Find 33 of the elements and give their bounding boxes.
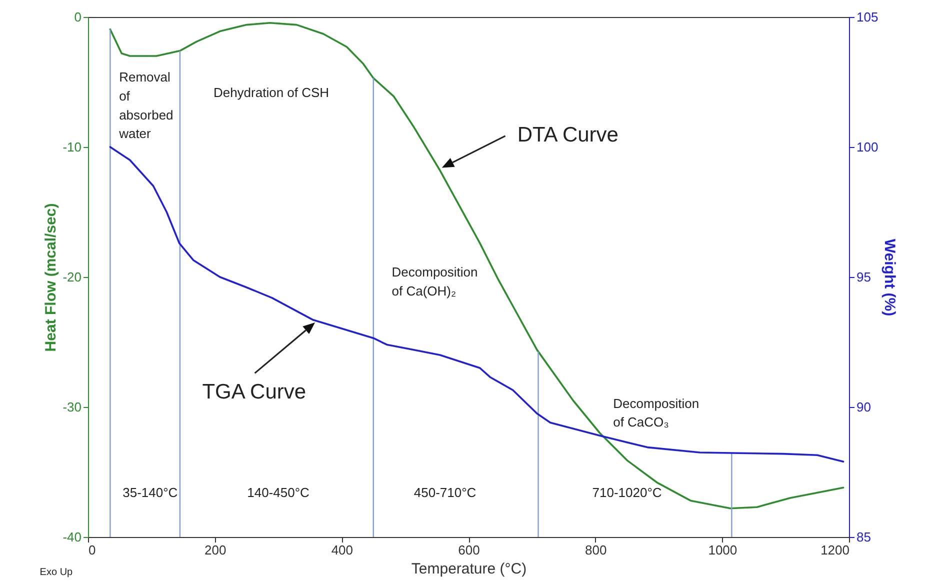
y2-axis-title: Weight (%) xyxy=(881,238,898,316)
annotation: Decomposition of CaCO₃ xyxy=(613,396,700,430)
text: Exo Up xyxy=(40,567,74,578)
x-tick-label: 800 xyxy=(584,542,607,558)
annotation: DTA Curve xyxy=(517,123,618,146)
y2-tick-label: 90 xyxy=(856,400,871,414)
annotation: 450-710°C xyxy=(414,484,476,500)
x-tick-label: 400 xyxy=(331,542,354,558)
y-tick-label: -40 xyxy=(62,530,82,544)
y2-tick-label: 95 xyxy=(856,270,871,284)
x-tick-label: 1000 xyxy=(708,542,738,558)
y-tick-label: -10 xyxy=(62,140,82,154)
x-axis-title: Temperature (°C) xyxy=(411,560,527,578)
line-series xyxy=(109,22,844,510)
x-tick-label: 1200 xyxy=(820,542,850,558)
y-tick-label: -20 xyxy=(62,270,82,284)
x-tick-label: 600 xyxy=(458,542,480,558)
y-axis-title: Heat Flow (mcal/sec) xyxy=(42,203,60,352)
y2-tick-label: 105 xyxy=(856,10,878,24)
y-tick-label: -30 xyxy=(62,400,82,414)
y-tick-label: 0 xyxy=(74,10,82,24)
annotation: Decomposition of Ca(OH)₂ xyxy=(392,264,478,298)
annotation: Removal of absorbed water xyxy=(118,70,174,142)
y2-tick-label: 85 xyxy=(856,530,871,544)
annotation: 140-450°C xyxy=(247,484,310,500)
x-tick-label: 200 xyxy=(204,542,226,558)
annotation: TGA Curve xyxy=(202,380,306,404)
annotation: 710-1020°C xyxy=(592,484,662,500)
x-tick-label: 0 xyxy=(88,542,96,558)
annotation: Dehydration of CSH xyxy=(213,85,330,100)
annotation: 35-140°C xyxy=(122,484,178,500)
y2-tick-label: 100 xyxy=(856,140,878,154)
line-series xyxy=(109,146,844,462)
